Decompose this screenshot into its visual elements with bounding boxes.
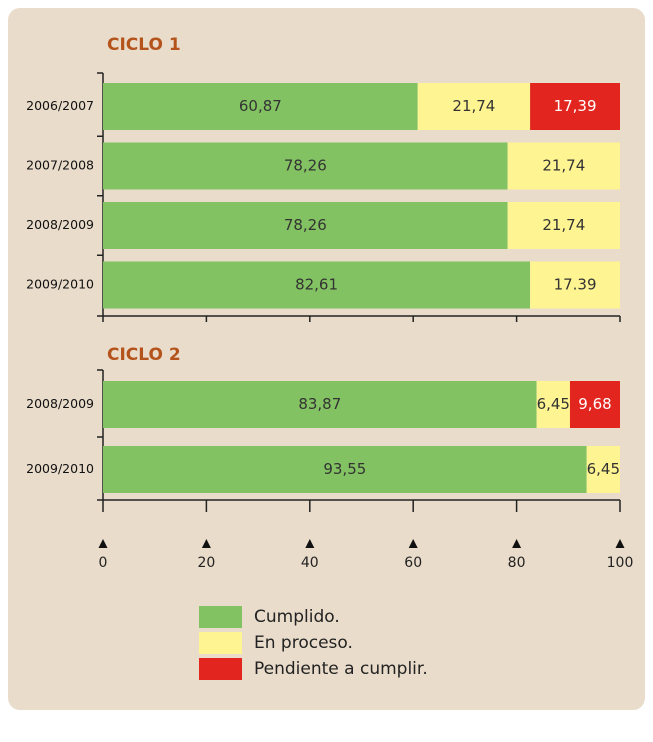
bar-segment [507, 142, 620, 190]
legend-label: Pendiente a cumplir. [254, 659, 428, 679]
bar-segment [103, 261, 531, 309]
tick-arrow [305, 539, 315, 548]
bar-segment [507, 202, 620, 249]
value-label: 6,45 [537, 395, 570, 413]
tick-arrow [615, 539, 625, 548]
bar-segment [103, 142, 508, 190]
bar-segment [103, 83, 418, 130]
x-tick-label: 80 [508, 555, 526, 571]
value-label: 21,74 [452, 97, 495, 115]
tick-arrow [98, 539, 108, 548]
legend-swatch [199, 632, 242, 654]
category-label: 2006/2007 [26, 98, 94, 113]
value-label: 17,39 [554, 97, 597, 115]
value-label: 78,26 [284, 216, 327, 234]
category-label: 2008/2009 [26, 217, 94, 232]
legend-swatch [199, 658, 242, 680]
value-label: 60,87 [239, 97, 282, 115]
x-tick-label: 60 [404, 555, 422, 571]
legend-label: En proceso. [254, 633, 353, 653]
tick-arrow [201, 539, 211, 548]
x-tick-label: 0 [99, 555, 108, 571]
chart-title: CICLO 2 [107, 345, 181, 365]
value-label: 82,61 [295, 276, 338, 294]
tick-arrow [408, 539, 418, 548]
legend-label: Cumplido. [254, 607, 340, 627]
category-label: 2008/2009 [26, 396, 94, 411]
bar-segment [569, 381, 620, 428]
value-label: 93,55 [323, 460, 366, 478]
value-label: 9,68 [578, 395, 611, 413]
legend-swatch [199, 606, 242, 628]
x-tick-label: 100 [607, 555, 634, 571]
bar-segment [530, 261, 620, 309]
value-label: 17.39 [554, 276, 597, 294]
x-tick-label: 40 [301, 555, 319, 571]
chart-title: CICLO 1 [107, 35, 181, 55]
value-label: 21,74 [542, 157, 585, 175]
category-label: 2009/2010 [26, 461, 94, 476]
category-label: 2007/2008 [26, 158, 94, 173]
value-label: 21,74 [542, 216, 585, 234]
bar-segment [103, 446, 587, 493]
bar-segment [103, 202, 508, 249]
value-label: 78,26 [284, 157, 327, 175]
value-label: 6,45 [587, 460, 620, 478]
category-label: 2009/2010 [26, 277, 94, 292]
bar-segment [417, 83, 531, 130]
bar-segment [586, 446, 620, 493]
bar-segment [530, 83, 620, 130]
x-tick-label: 20 [197, 555, 215, 571]
bar-segment [103, 381, 537, 428]
bar-segment [536, 381, 570, 428]
tick-arrow [512, 539, 522, 548]
value-label: 83,87 [298, 395, 341, 413]
